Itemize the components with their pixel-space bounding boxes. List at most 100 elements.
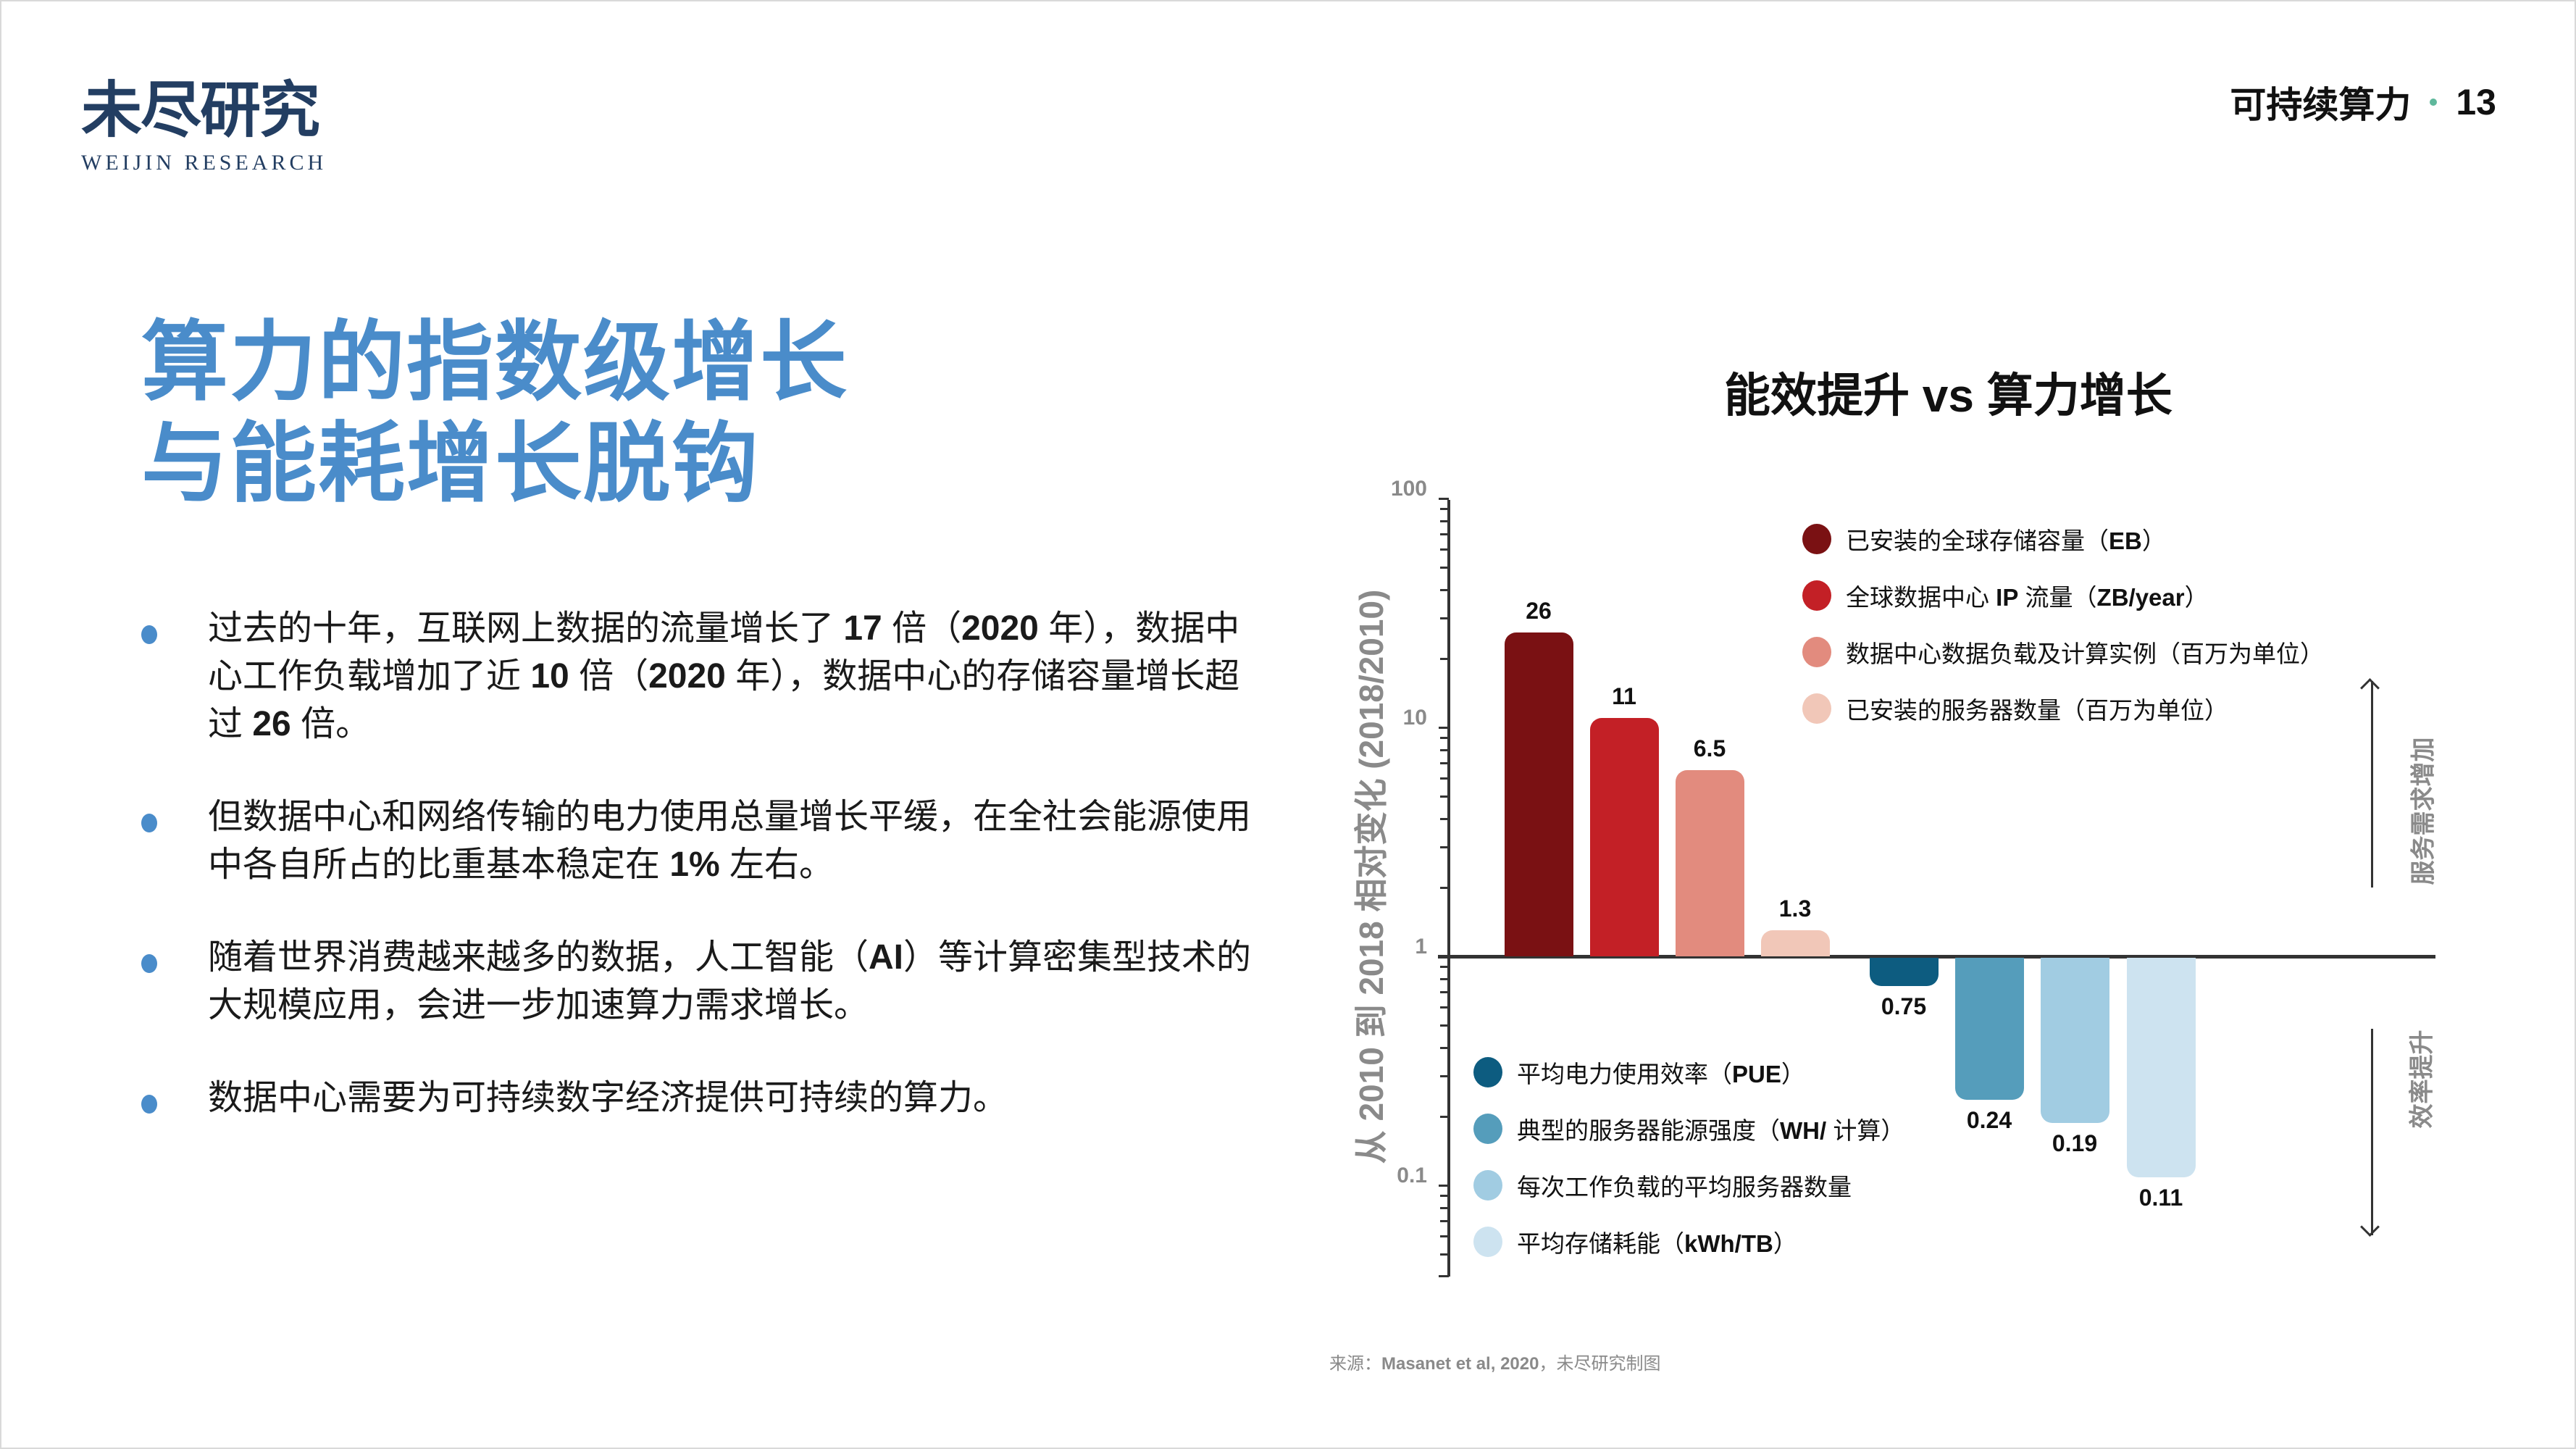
legend-unit: ZB/year — [2096, 584, 2185, 611]
y-tick-label: 10 — [1402, 706, 1427, 730]
legend-paren: （ — [1708, 1061, 1732, 1087]
page-number: 13 — [2456, 82, 2496, 122]
bar-value-label: 1.3 — [1778, 895, 1812, 922]
bullet-item: 数据中心需要为可持续数字经济提供可持续的算力。 — [141, 1074, 1271, 1122]
separator-dot-icon — [2430, 99, 2438, 106]
down-arrow-label: 效率提升 — [2408, 1030, 2436, 1129]
legend-text: 已安装的服务器数量（百万为单位） — [1846, 697, 2228, 724]
source-suffix: ，未尽研究制图 — [1539, 1354, 1661, 1374]
bullet-text: 过去的十年，互联网上数据的流量增长了 — [208, 609, 844, 648]
y-tick-label: 1 — [1415, 935, 1427, 959]
bar-5[interactable] — [1870, 958, 1939, 987]
legend-swatch-icon — [1473, 1227, 1502, 1257]
bullet-item: 过去的十年，互联网上数据的流量增长了 17 倍（2020 年），数据中心工作负载… — [141, 605, 1271, 748]
page-header: 可持续算力 13 — [2230, 76, 2496, 128]
legend-unit: kWh/TB — [1684, 1230, 1773, 1257]
legend-item[interactable]: 已安装的全球存储容量（EB） — [1802, 511, 2324, 567]
y-minor-tick — [1440, 657, 1449, 660]
y-minor-tick — [1440, 761, 1449, 764]
y-minor-tick — [1440, 966, 1449, 969]
bullet-text: ）等计算密集型技术的大规模应用，会进一步加速算力需求增长。 — [208, 938, 1252, 1024]
y-minor-tick — [1440, 846, 1449, 849]
bar-2[interactable] — [1590, 717, 1659, 956]
bullet-text: 年），数据中心工作负载增加了近 — [208, 609, 1240, 696]
bullet-highlight: 1% — [669, 845, 720, 884]
y-minor-tick — [1440, 817, 1449, 820]
legend-text: 全球数据中心 — [1846, 584, 1996, 611]
y-axis-label: 从 2010 到 2018 相对变化 (2018/2010) — [1352, 589, 1390, 1164]
bullet-highlight: 26 — [252, 705, 291, 743]
bar-6[interactable] — [1955, 958, 2024, 1100]
bullet-list: 过去的十年，互联网上数据的流量增长了 17 倍（2020 年），数据中心工作负载… — [141, 605, 1271, 1167]
legend-item[interactable]: 数据中心数据负载及计算实例（百万为单位） — [1802, 624, 2324, 680]
bar-7[interactable] — [2041, 958, 2109, 1123]
legend-swatch-icon — [1802, 637, 1831, 667]
legend-unit: PUE — [1732, 1061, 1781, 1087]
bullet-dot-icon — [141, 954, 157, 973]
legend-item[interactable]: 平均电力使用效率（PUE） — [1473, 1044, 1904, 1101]
y-major-tick — [1439, 498, 1449, 500]
legend-paren: （ — [2073, 584, 2097, 611]
bullet-dot-icon — [141, 625, 157, 644]
source-note: 来源：Masanet et al, 2020，未尽研究制图 — [1329, 1349, 1660, 1374]
legend-text: 流量 — [2018, 584, 2073, 611]
legend-label: 每次工作负载的平均服务器数量 — [1517, 1168, 1852, 1203]
down-arrow-line — [2371, 1029, 2373, 1235]
legend-item[interactable]: 每次工作负载的平均服务器数量 — [1473, 1157, 1904, 1214]
y-minor-tick — [1440, 886, 1449, 889]
bar-3[interactable] — [1676, 770, 1744, 956]
y-major-tick — [1439, 1185, 1449, 1187]
up-arrow-label: 服务需求增加 — [2409, 737, 2438, 885]
bullet-text: 年），数据中心的存储容量增长超过 — [208, 657, 1240, 743]
bullet-text: 但数据中心和网络传输的电力使用总量增长平缓，在全社会能源使用中各自所占的比重基本… — [208, 798, 1252, 884]
bullet-highlight: 10 — [530, 657, 569, 696]
legend-text: 数据中心数据负载及计算实例（百万为单位） — [1846, 640, 2324, 667]
y-minor-tick — [1440, 990, 1449, 993]
bullet-dot-icon — [141, 1095, 157, 1114]
bar-value-label: 6.5 — [1693, 735, 1726, 762]
y-minor-tick — [1440, 588, 1449, 591]
legend-item[interactable]: 全球数据中心 IP 流量（ZB/year） — [1802, 567, 2324, 624]
legend-growth: 已安装的全球存储容量（EB） 全球数据中心 IP 流量（ZB/year） 数据中心数… — [1802, 511, 2324, 737]
y-minor-tick — [1440, 1195, 1449, 1198]
bullet-item: 但数据中心和网络传输的电力使用总量增长平缓，在全社会能源使用中各自所占的比重基本… — [141, 793, 1271, 889]
legend-item[interactable]: 典型的服务器能源强度（WH/ 计算） — [1473, 1101, 1904, 1157]
legend-text: 计算 — [1826, 1117, 1881, 1144]
y-minor-tick — [1440, 508, 1449, 511]
bullet-text: 倍（ — [882, 609, 962, 648]
up-arrow-line — [2371, 681, 2373, 888]
legend-paren: ） — [1773, 1230, 1797, 1257]
legend-text: 每次工作负载的平均服务器数量 — [1517, 1174, 1852, 1200]
y-minor-tick — [1440, 737, 1449, 740]
legend-label: 全球数据中心 IP 流量（ZB/year） — [1846, 578, 2209, 613]
source-prefix: 来源： — [1329, 1354, 1381, 1374]
y-minor-tick — [1440, 1024, 1449, 1027]
y-minor-tick — [1440, 1253, 1449, 1256]
y-minor-tick — [1440, 567, 1449, 569]
bullet-highlight: 2020 — [961, 609, 1039, 648]
bar-8[interactable] — [2127, 958, 2196, 1177]
legend-text: 典型的服务器能源强度 — [1517, 1117, 1756, 1144]
bar-4[interactable] — [1761, 930, 1830, 956]
bar-value-label: 11 — [1612, 682, 1636, 709]
legend-swatch-icon — [1802, 580, 1831, 611]
logo-chinese: 未尽研究 — [81, 74, 320, 146]
legend-label: 已安装的服务器数量（百万为单位） — [1846, 691, 2228, 726]
y-minor-tick — [1440, 1006, 1449, 1009]
legend-item[interactable]: 平均存储耗能（kWh/TB） — [1473, 1214, 1904, 1270]
bar-value-label: 0.75 — [1881, 993, 1927, 1020]
bar-1[interactable] — [1505, 632, 1573, 956]
legend-item[interactable]: 已安装的服务器数量（百万为单位） — [1802, 680, 2324, 737]
source-reference: Masanet et al, 2020 — [1381, 1354, 1539, 1374]
bar-value-label: 0.24 — [1966, 1106, 2012, 1133]
logo-english: WEIJIN RESEARCH — [81, 151, 327, 175]
y-tick-label: 0.1 — [1397, 1164, 1427, 1187]
legend-paren: （ — [1660, 1230, 1684, 1257]
y-tick-label: 100 — [1390, 477, 1427, 501]
y-minor-tick — [1440, 748, 1449, 751]
bullet-dot-icon — [141, 814, 157, 832]
legend-text: 平均电力使用效率 — [1517, 1061, 1708, 1087]
y-minor-tick — [1440, 1219, 1449, 1222]
y-minor-tick — [1440, 796, 1449, 798]
page-title-line-1: 算力的指数级增长 — [141, 314, 848, 411]
